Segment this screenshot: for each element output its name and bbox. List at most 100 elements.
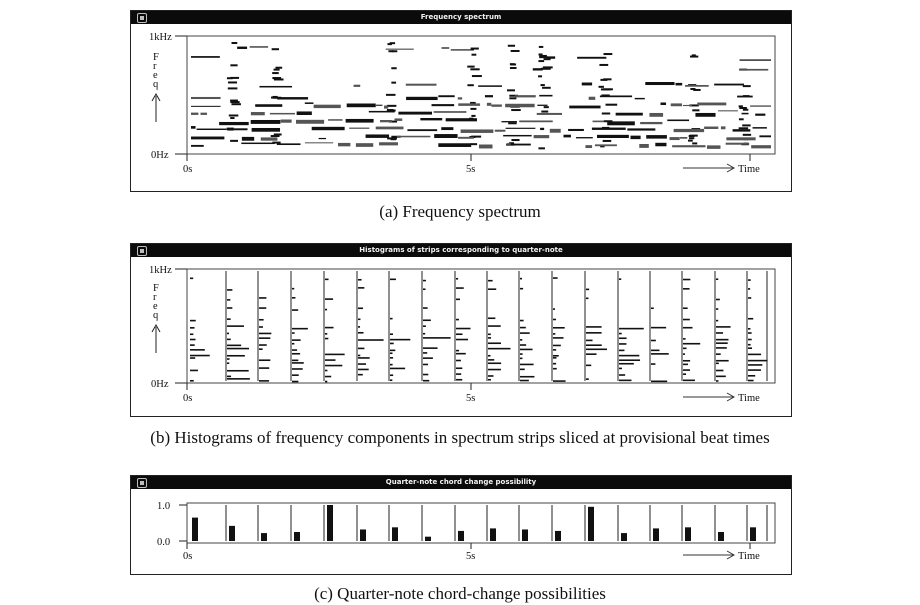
histogram-bin-bar	[423, 288, 426, 291]
histogram-bin-bar	[553, 354, 559, 357]
spectrum-onset-mark	[508, 122, 517, 125]
y-axis-arrow-icon	[151, 323, 161, 353]
spectrum-onset-mark	[738, 105, 743, 108]
histogram-bin-bar	[586, 364, 592, 367]
histogram-bin-bar	[292, 297, 296, 299]
chord-change-bar	[458, 530, 464, 541]
histogram-bin-bar	[358, 287, 365, 289]
spectrum-onset-mark	[271, 48, 280, 51]
spectrum-partial-line	[714, 83, 745, 86]
chord-change-bar	[261, 533, 267, 541]
x-tick-label: 0s	[183, 393, 192, 404]
spectrum-partial-line	[605, 103, 618, 106]
spectrum-partial-line	[759, 135, 771, 138]
chord-change-window: Quarter-note chord change possibility 1.…	[130, 475, 792, 575]
histogram-bin-bar	[292, 342, 295, 345]
spectrum-onset-mark	[599, 63, 609, 66]
histogram-bin-bar	[586, 288, 590, 291]
spectrum-partial-line	[627, 128, 656, 131]
histogram-bin-bar	[586, 378, 589, 380]
spectrum-partial-line	[260, 137, 278, 141]
spectrum-onset-mark	[602, 139, 612, 142]
spectrum-onset-mark	[230, 101, 240, 104]
histogram-bin-bar	[292, 374, 299, 376]
spectrum-partial-line	[751, 145, 771, 149]
spectrum-onset-mark	[543, 58, 551, 61]
histogram-bin-bar	[748, 374, 756, 377]
spectrum-partial-line	[304, 142, 334, 144]
y-bottom-label: 0.0	[157, 537, 170, 548]
time-arrow-icon	[683, 163, 736, 173]
spectrum-onset-mark	[742, 133, 752, 136]
spectrum-onset-mark	[543, 106, 549, 109]
spectrum-partial-line	[486, 102, 492, 106]
histogram-bin-bar	[190, 357, 196, 359]
histogram-bin-bar	[683, 353, 686, 355]
spectrum-onset-mark	[603, 78, 612, 81]
histogram-bin-bar	[358, 326, 361, 328]
spectrum-partial-line	[501, 121, 517, 123]
spectrum-onset-mark	[542, 86, 551, 89]
spectrum-partial-line	[250, 119, 281, 124]
spectrum-partial-line	[737, 95, 753, 98]
spectrum-partial-line	[615, 112, 643, 116]
spectrum-partial-line	[433, 111, 467, 113]
spectrum-partial-line	[706, 145, 721, 149]
spectrum-partial-line	[532, 68, 543, 71]
histogram-bin-bar	[716, 359, 729, 362]
histogram-bin-bar	[619, 349, 625, 352]
spectrum-partial-line	[739, 59, 771, 61]
histogram-bin-bar	[259, 344, 267, 346]
caption-b: (b) Histograms of frequency components i…	[150, 428, 770, 447]
spectrum-onset-mark	[391, 67, 397, 70]
spectrum-onset-mark	[272, 141, 281, 144]
chord-change-bar	[229, 525, 235, 541]
histogram-bin-bar	[651, 353, 669, 355]
close-box-icon[interactable]	[137, 13, 147, 23]
histogram-bin-bar	[488, 375, 494, 377]
spectrum-partial-line	[685, 85, 709, 87]
histogram-bin-bar	[190, 379, 194, 382]
spectrum-partial-line	[191, 144, 204, 147]
y-top-label: 1kHz	[149, 265, 172, 276]
spectrum-partial-line	[597, 134, 629, 138]
histogram-bin-bar	[259, 380, 270, 382]
histogram-bin-bar	[227, 299, 231, 301]
histogram-bin-bar	[292, 309, 299, 311]
histogram-bin-bar	[520, 357, 523, 360]
close-box-icon[interactable]	[137, 246, 147, 256]
y-axis-letter: r	[153, 292, 157, 303]
spectrum-partial-line	[594, 144, 617, 147]
histogram-bin-bar	[390, 342, 394, 345]
spectrum-onset-mark	[539, 56, 548, 59]
histogram-bin-bar	[619, 332, 622, 335]
spectrum-onset-mark	[230, 64, 238, 67]
spectrum-partial-line	[667, 119, 690, 122]
spectrum-partial-line	[338, 142, 351, 147]
histogram-bin-bar	[227, 358, 230, 360]
spectrum-partial-line	[375, 126, 404, 130]
histogram-bin-bar	[520, 332, 530, 334]
y-bottom-label: 0Hz	[151, 379, 169, 390]
spectrum-partial-line	[506, 143, 511, 145]
spectrum-partial-line	[695, 112, 716, 117]
spectrum-partial-line	[592, 120, 605, 123]
histogram-bin-bar	[390, 338, 411, 341]
spectrum-onset-mark	[470, 107, 477, 110]
spectrum-partial-line	[255, 104, 283, 107]
spectrum-partial-line	[672, 145, 706, 148]
close-box-icon[interactable]	[137, 478, 147, 488]
spectrum-onset-mark	[388, 120, 398, 123]
histogram-window: Histograms of strips corresponding to qu…	[130, 243, 792, 417]
histogram-bin-bar	[748, 279, 751, 281]
spectrum-partial-line	[191, 136, 225, 140]
histogram-bin-bar	[227, 318, 231, 320]
spectrum-partial-line	[241, 136, 255, 141]
spectrum-onset-mark	[471, 75, 482, 78]
spectrum-partial-line	[519, 120, 553, 123]
spectrum-partial-line	[670, 103, 682, 107]
histogram-bin-bar	[423, 325, 426, 327]
spectrum-partial-line	[725, 142, 750, 145]
spectrum-onset-mark	[230, 117, 235, 120]
histogram-bin-bar	[190, 349, 205, 351]
